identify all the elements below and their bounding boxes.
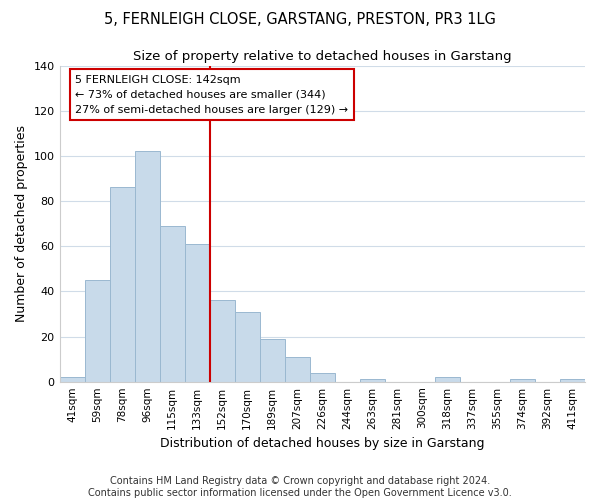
Bar — [360, 380, 385, 382]
Title: Size of property relative to detached houses in Garstang: Size of property relative to detached ho… — [133, 50, 512, 63]
Bar — [185, 244, 209, 382]
Bar — [560, 380, 585, 382]
Text: 5, FERNLEIGH CLOSE, GARSTANG, PRESTON, PR3 1LG: 5, FERNLEIGH CLOSE, GARSTANG, PRESTON, P… — [104, 12, 496, 28]
Bar — [285, 357, 310, 382]
Bar — [160, 226, 185, 382]
Bar — [235, 312, 260, 382]
Bar — [310, 372, 335, 382]
Text: Contains HM Land Registry data © Crown copyright and database right 2024.
Contai: Contains HM Land Registry data © Crown c… — [88, 476, 512, 498]
Text: 5 FERNLEIGH CLOSE: 142sqm
← 73% of detached houses are smaller (344)
27% of semi: 5 FERNLEIGH CLOSE: 142sqm ← 73% of detac… — [76, 75, 349, 114]
Bar — [435, 377, 460, 382]
Bar — [209, 300, 235, 382]
Bar — [260, 339, 285, 382]
X-axis label: Distribution of detached houses by size in Garstang: Distribution of detached houses by size … — [160, 437, 485, 450]
Bar — [110, 188, 134, 382]
Bar — [85, 280, 110, 382]
Y-axis label: Number of detached properties: Number of detached properties — [15, 125, 28, 322]
Bar — [510, 380, 535, 382]
Bar — [134, 152, 160, 382]
Bar — [59, 377, 85, 382]
